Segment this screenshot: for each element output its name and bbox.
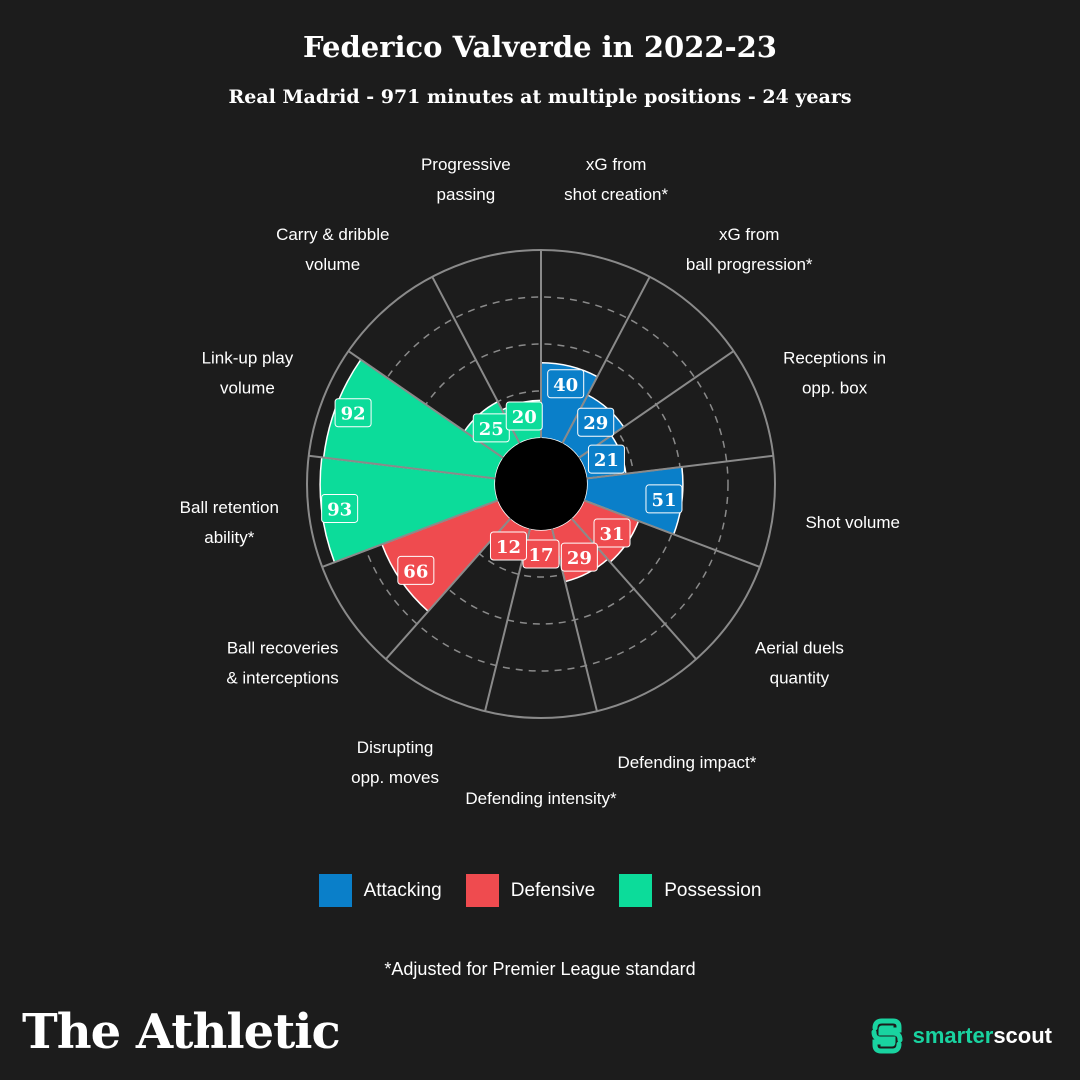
smarterscout-icon [871,1018,903,1054]
value-badge-4 [645,484,683,514]
category-label-13-line-2: passing [437,185,496,204]
value-label-12: 25 [479,419,504,440]
category-label-8-line-2: opp. moves [351,768,439,787]
value-badge-1 [547,369,585,399]
value-badge-8 [489,531,527,561]
value-label-2: 29 [583,413,608,434]
page-subtitle: Real Madrid - 971 minutes at multiple po… [228,86,852,108]
legend-swatch-attacking [318,874,352,907]
value-badge-11 [334,398,372,428]
category-label-3-line-1: Receptions in [783,349,886,368]
partner-name-part2: scout [993,1023,1052,1048]
spoke-9 [385,517,512,660]
category-label-12-line-2: volume [305,255,360,274]
partner-logo: smarterscout [867,1016,1052,1056]
legend-label-defensive: Defensive [510,879,596,901]
value-label-5: 31 [599,524,624,545]
category-label-8-line-1: Disrupting [357,738,434,757]
partner-name-part1: smarter [912,1023,994,1048]
category-label-11-line-1: Link-up play [202,349,294,368]
category-label-7-line-1: Defending intensity* [465,789,617,808]
value-badge-9 [397,555,435,585]
legend-item-attacking: Attacking [318,874,442,907]
value-label-13: 20 [512,407,537,428]
page-title: Federico Valverde in 2022-23 [303,30,777,64]
spoke-5 [583,499,761,568]
legend-item-defensive: Defensive [465,874,596,907]
value-label-3: 21 [594,450,619,471]
category-label-4-line-1: Shot volume [805,513,900,532]
value-label-4: 51 [651,490,676,511]
legend-swatch-defensive [465,874,499,907]
category-label-10-line-2: ability* [204,528,254,547]
value-label-8: 12 [496,537,521,558]
publisher-logo: The Athletic [22,1004,341,1060]
category-label-1-line-2: shot creation* [564,185,668,204]
spoke-6 [570,517,697,660]
value-badge-10 [321,493,359,523]
legend-label-possession: Possession [664,879,762,901]
category-label-2-line-2: ball progression* [686,255,813,274]
value-label-7: 17 [528,545,553,566]
legend-item-possession: Possession [619,874,761,907]
category-label-11-line-2: volume [220,379,275,398]
legend-label-attacking: Attacking [363,879,442,901]
category-label-3-line-2: opp. box [802,379,868,398]
category-label-10-line-1: Ball retention [180,498,279,517]
spoke-3 [578,350,735,459]
value-badge-6 [560,542,598,572]
category-label-5-line-2: quantity [770,668,830,687]
value-label-9: 66 [403,561,428,582]
spoke-11 [308,454,496,480]
category-label-9-line-2: & interceptions [226,668,338,687]
category-label-1-line-1: xG from [586,155,646,174]
value-badge-3 [587,444,625,474]
center-hole [495,438,587,530]
category-label-9-line-1: Ball recoveries [227,638,339,657]
value-label-6: 29 [567,548,592,569]
value-label-1: 40 [553,375,578,396]
category-label-5-line-1: Aerial duels [755,638,844,657]
value-badge-2 [577,407,615,437]
spoke-2 [561,276,651,444]
category-label-2-line-1: xG from [719,225,779,244]
footnote: *Adjusted for Premier League standard [384,959,696,979]
category-label-6-line-1: Defending impact* [617,753,756,772]
spoke-10 [321,499,499,568]
category-label-12-line-1: Carry & dribble [276,225,389,244]
value-label-11: 92 [341,404,366,425]
value-badge-13 [505,401,543,431]
legend-swatch-possession [619,874,653,907]
value-label-10: 93 [327,499,352,520]
legend: Attacking Defensive Possession [0,874,1080,907]
spoke-4 [586,454,774,480]
value-badge-5 [593,518,631,548]
spoke-7 [551,528,598,712]
category-label-13-line-1: Progressive [421,155,511,174]
